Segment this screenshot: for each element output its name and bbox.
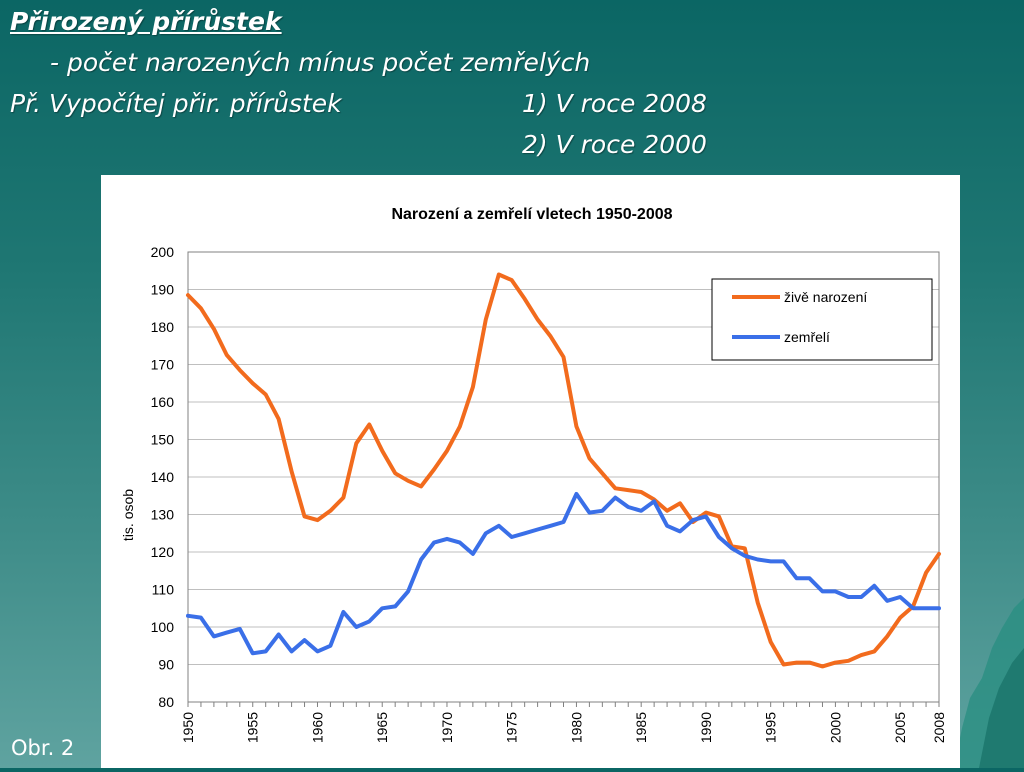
- x-tick-label-1950: 1950: [180, 712, 196, 743]
- y-tick-label-90: 90: [158, 657, 174, 673]
- x-tick-label-1970: 1970: [439, 712, 455, 743]
- series-line-died: [186, 491, 941, 656]
- task-text: Př. Vypočítej přir. přírůstek: [10, 89, 342, 118]
- x-tick-label-2005: 2005: [892, 712, 908, 743]
- x-tick-label-1965: 1965: [374, 712, 390, 743]
- grid: 80 90 100 110 120 130 140 150 160 170 180 190 200 195…: [151, 244, 947, 743]
- y-tick-label-190: 190: [151, 282, 175, 298]
- legend-label-born: živě narození: [784, 289, 867, 305]
- x-tick-label-2000: 2000: [827, 712, 843, 743]
- y-tick-label-110: 110: [152, 582, 175, 598]
- slide-heading: Přirozený přírůstek: [10, 7, 282, 36]
- definition-text: - počet narozených mínus počet zemřelých: [50, 48, 591, 77]
- x-tick-label-1975: 1975: [504, 712, 520, 743]
- y-tick-label-160: 160: [151, 394, 175, 410]
- x-tick-label-2008: 2008: [931, 712, 947, 743]
- chart-panel: Narození a zemřelí vletech 1950-2008 tis…: [101, 175, 960, 768]
- x-tick-label-1955: 1955: [245, 712, 261, 743]
- task-item-2: 2) V roce 2000: [522, 130, 707, 159]
- decorative-shape: [954, 598, 1024, 768]
- x-tick-label-1980: 1980: [568, 712, 584, 743]
- x-tick-label-1990: 1990: [698, 712, 714, 743]
- y-tick-label-180: 180: [151, 319, 175, 335]
- line-chart: Narození a zemřelí vletech 1950-2008 tis…: [120, 206, 947, 743]
- plot-lines: [186, 272, 941, 669]
- task-item-1: 1) V roce 2008: [522, 89, 707, 118]
- y-tick-label-130: 130: [151, 507, 175, 523]
- x-tick-label-1985: 1985: [633, 712, 649, 743]
- y-tick-label-120: 120: [151, 544, 175, 560]
- legend-box: [711, 278, 933, 361]
- y-tick-label-200: 200: [151, 244, 175, 260]
- legend: živě narození zemřelí: [711, 278, 933, 361]
- y-tick-label-80: 80: [158, 694, 174, 710]
- y-tick-label-150: 150: [151, 432, 175, 448]
- legend-label-died: zemřelí: [784, 329, 830, 345]
- figure-label: Obr. 2: [11, 736, 75, 760]
- y-tick-label-140: 140: [151, 469, 175, 485]
- x-tick-label-1995: 1995: [763, 712, 779, 743]
- x-tick-label-1960: 1960: [309, 712, 325, 743]
- chart-title: Narození a zemřelí vletech 1950-2008: [391, 206, 672, 223]
- series-line-born: [186, 272, 941, 669]
- y-tick-label-100: 100: [151, 619, 175, 635]
- y-tick-label-170: 170: [151, 357, 175, 373]
- y-axis-label: tis. osob: [120, 489, 136, 541]
